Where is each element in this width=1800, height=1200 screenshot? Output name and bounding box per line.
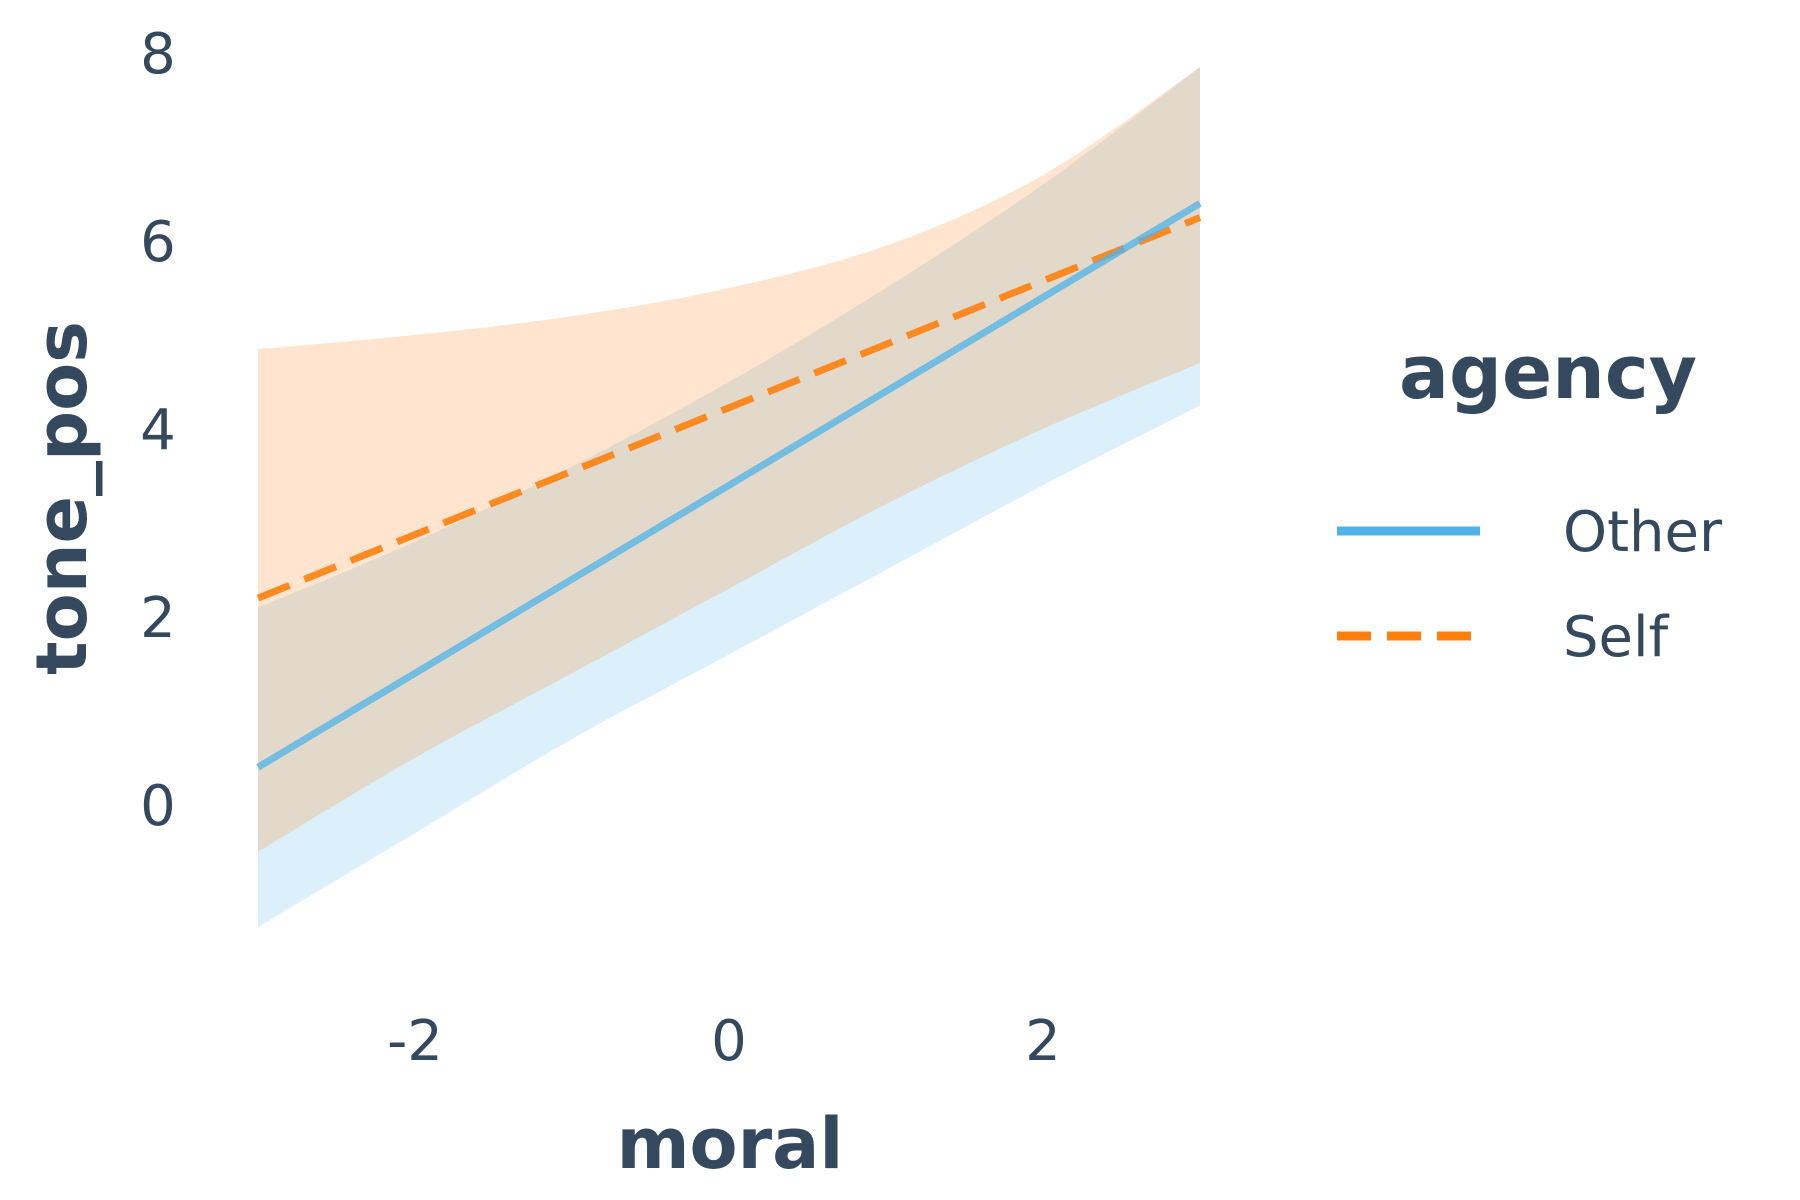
legend-label-other: Other <box>1563 500 1723 565</box>
x-axis-title: moral <box>617 1103 844 1185</box>
y-tick-label: 4 <box>140 398 176 463</box>
y-tick-label: 8 <box>140 22 176 87</box>
y-tick-label: 6 <box>140 210 176 275</box>
y-tick-label: 2 <box>140 586 176 651</box>
series-line-self <box>256 214 1202 602</box>
series-lines <box>256 200 1202 771</box>
series-line-other <box>256 200 1202 771</box>
x-tick-label: -2 <box>387 1009 443 1074</box>
confidence-bands <box>258 67 1200 927</box>
confidence-band-self <box>258 67 1200 852</box>
x-tick-label: 2 <box>1025 1009 1061 1074</box>
legend: agency Other Self <box>1337 330 1723 670</box>
legend-label-self: Self <box>1563 605 1670 670</box>
x-tick-label: 0 <box>711 1009 747 1074</box>
x-axis-ticks: -2 0 2 <box>387 1009 1061 1074</box>
legend-title: agency <box>1399 330 1697 416</box>
y-tick-label: 0 <box>140 774 176 839</box>
y-axis-title: tone_pos <box>21 321 103 675</box>
confidence-band-other <box>258 67 1200 927</box>
y-axis-ticks: 0 2 4 6 8 <box>140 22 176 839</box>
